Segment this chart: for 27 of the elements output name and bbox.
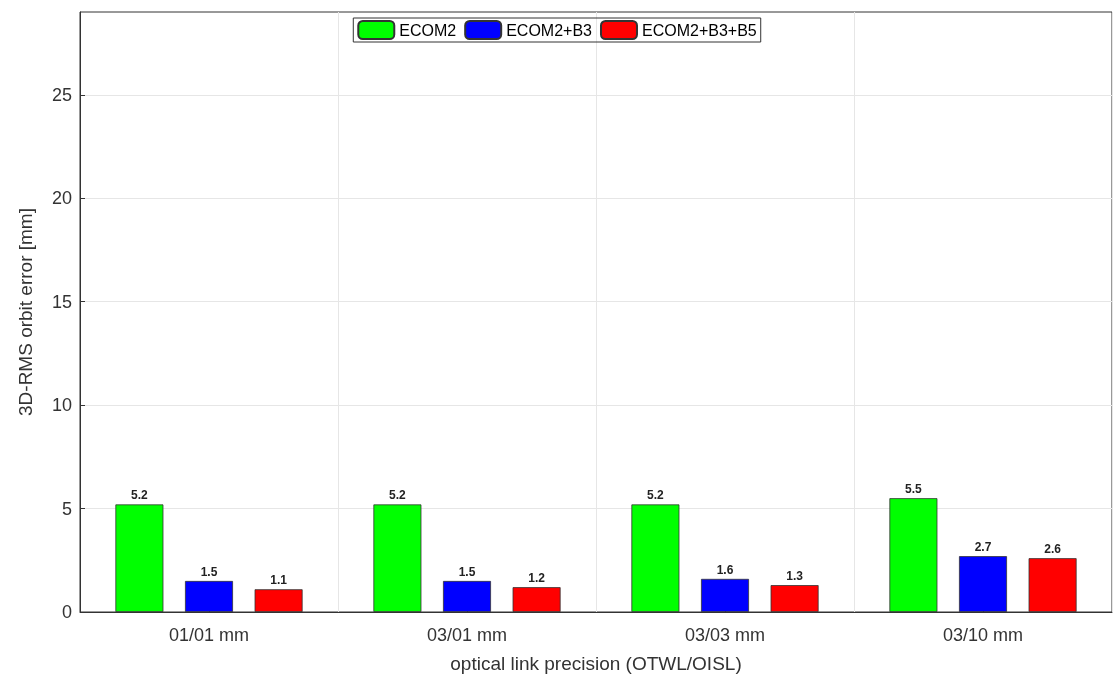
y-axis-title: 3D-RMS orbit error [mm]: [15, 208, 36, 416]
legend-label: ECOM2+B3+B5: [641, 21, 757, 39]
data-label: 5.5: [905, 482, 923, 497]
y-tick-label: 15: [51, 291, 72, 312]
legend-label: ECOM2: [399, 21, 457, 39]
data-label: 5.2: [647, 488, 665, 503]
data-label: 1.5: [458, 564, 476, 579]
data-label: 5.2: [131, 488, 149, 503]
data-label: 5.2: [389, 488, 407, 503]
data-label: 1.3: [786, 569, 804, 584]
legend-label: ECOM2+B3: [506, 21, 593, 39]
x-axis-title: optical link precision (OTWL/OISL): [450, 653, 742, 674]
y-tick-label: 20: [51, 188, 72, 209]
data-label: 1.5: [200, 564, 218, 579]
y-tick-label: 25: [51, 84, 72, 105]
y-tick-label: 10: [51, 395, 72, 416]
y-tick-label: 5: [61, 498, 72, 519]
x-tick-label: 01/01 mm: [168, 625, 250, 645]
data-label: 2.7: [974, 540, 992, 555]
data-label: 1.2: [528, 571, 546, 586]
x-tick-label: 03/10 mm: [942, 625, 1024, 645]
data-label: 2.6: [1044, 542, 1062, 557]
y-tick-label: 0: [61, 602, 72, 622]
x-tick-label: 03/03 mm: [684, 625, 766, 645]
data-label: 1.6: [716, 562, 734, 577]
x-tick-label: 03/01 mm: [426, 625, 508, 645]
data-label: 1.1: [270, 573, 288, 588]
